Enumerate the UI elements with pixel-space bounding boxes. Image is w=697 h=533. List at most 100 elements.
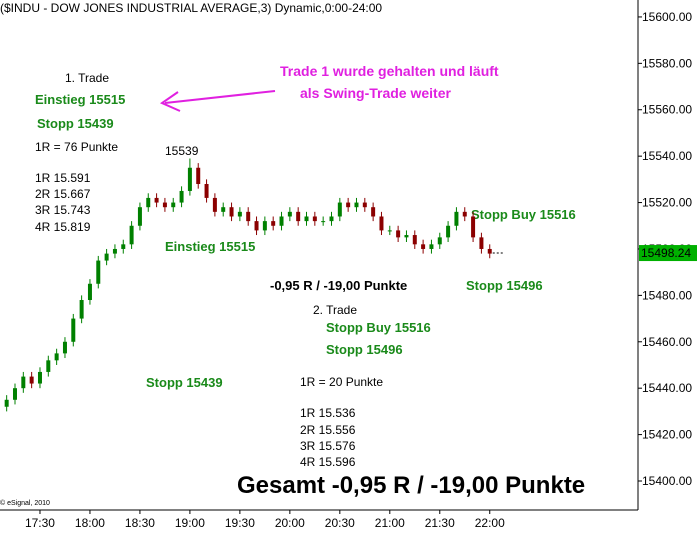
y-tick-label: 15440.00 [642, 381, 692, 395]
last-price-label: 15498.24 [641, 246, 691, 260]
candle-body [437, 237, 442, 245]
annotation: Stopp 15496 [466, 278, 543, 293]
candle-body [312, 216, 317, 222]
annotation: Stopp Buy 15516 [471, 207, 576, 222]
candle-body [454, 211, 459, 226]
candle-body [446, 225, 451, 238]
annotation: Einstieg 15515 [165, 239, 255, 254]
x-tick-label: 20:30 [325, 516, 355, 530]
annotation: 1R = 20 Punkte [300, 375, 383, 389]
candle-body [146, 197, 151, 208]
x-tick-label: 18:30 [125, 516, 155, 530]
candle-body [421, 244, 426, 249]
candle-body [287, 211, 292, 217]
y-tick-label: 15600.00 [642, 10, 692, 24]
candle-body [46, 360, 51, 372]
candle-body [346, 202, 351, 208]
annotation: 15539 [165, 144, 199, 158]
candle-body [404, 235, 409, 238]
candle-body [96, 260, 101, 284]
annotation: 3R 15.576 [300, 439, 356, 453]
candle-body [54, 353, 59, 361]
last-price-box [639, 245, 697, 262]
candle-body [271, 221, 276, 226]
x-tick-label: 21:00 [375, 516, 405, 530]
candle-body [212, 197, 217, 212]
candle-body [221, 207, 226, 212]
candle-body [171, 202, 176, 208]
candle-body [87, 283, 92, 301]
candle-body [396, 230, 401, 238]
candle-body [329, 216, 334, 222]
annotation: 2R 15.556 [300, 423, 356, 437]
candle-body [229, 207, 234, 217]
candle-body [487, 248, 492, 254]
candle-body [154, 197, 159, 203]
candle-body [4, 399, 9, 407]
candle-body [187, 167, 192, 191]
candle-body [37, 371, 42, 384]
annotation: -0,95 R / -19,00 Punkte [270, 278, 407, 293]
candle-body [471, 216, 476, 238]
candle-body [412, 235, 417, 245]
candle-body [379, 216, 384, 231]
annotation: Einstieg 15515 [35, 92, 125, 107]
y-tick-label: 15400.00 [642, 474, 692, 488]
candle-body [279, 216, 284, 226]
annotation: 2. Trade [313, 303, 357, 317]
candle-body [371, 207, 376, 217]
x-tick-label: 17:30 [25, 516, 55, 530]
candle-body [179, 190, 184, 203]
candle-body [321, 221, 326, 223]
candle-body [296, 211, 301, 222]
x-tick-label: 22:00 [475, 516, 505, 530]
annotation: 1. Trade [65, 71, 109, 85]
y-tick-label: 15480.00 [642, 288, 692, 302]
candle-body [246, 211, 251, 222]
candle-body [62, 341, 67, 354]
annotation: 4R 15.596 [300, 455, 356, 469]
candle-body [254, 221, 259, 231]
annotation: Stopp 15439 [146, 375, 223, 390]
candle-body [479, 237, 484, 249]
candle-body [196, 167, 201, 184]
candle-body [162, 202, 167, 208]
x-tick-label: 19:00 [175, 516, 205, 530]
annotation: Gesamt -0,95 R / -19,00 Punkte [237, 472, 585, 499]
candle-body [237, 211, 242, 217]
annotation: 1R = 76 Punkte [35, 140, 118, 154]
candle-body [337, 202, 342, 217]
candle-body [104, 253, 109, 261]
candle-body [204, 183, 209, 198]
chart-title: ($INDU - DOW JONES INDUSTRIAL AVERAGE,3)… [0, 1, 382, 15]
candle-body [71, 318, 76, 342]
annotation: Trade 1 wurde gehalten und läuft [280, 63, 499, 79]
annotation: 1R 15.591 [35, 171, 91, 185]
candle-body [121, 244, 126, 249]
annotation: 4R 15.819 [35, 220, 91, 234]
candle-body [79, 300, 84, 319]
copyright: © eSignal, 2010 [0, 499, 50, 507]
candle-body [112, 248, 117, 254]
candle-body [362, 202, 367, 208]
y-tick-label: 15420.00 [642, 428, 692, 442]
candle-body [129, 225, 134, 245]
annotation: 1R 15.536 [300, 406, 356, 420]
candle-body [12, 388, 17, 400]
candle-body [262, 221, 267, 231]
x-tick-label: 19:30 [225, 516, 255, 530]
candle-body [429, 244, 434, 249]
candle-body [137, 207, 142, 226]
x-tick-label: 18:00 [75, 516, 105, 530]
annotation: 2R 15.667 [35, 187, 91, 201]
candle-body [354, 202, 359, 208]
annotation: als Swing-Trade weiter [300, 85, 451, 101]
y-tick-label: 15560.00 [642, 103, 692, 117]
y-tick-label: 15460.00 [642, 335, 692, 349]
x-tick-label: 20:00 [275, 516, 305, 530]
annotation: 3R 15.743 [35, 203, 91, 217]
y-tick-label: 15520.00 [642, 196, 692, 210]
y-tick-label: 15580.00 [642, 56, 692, 70]
